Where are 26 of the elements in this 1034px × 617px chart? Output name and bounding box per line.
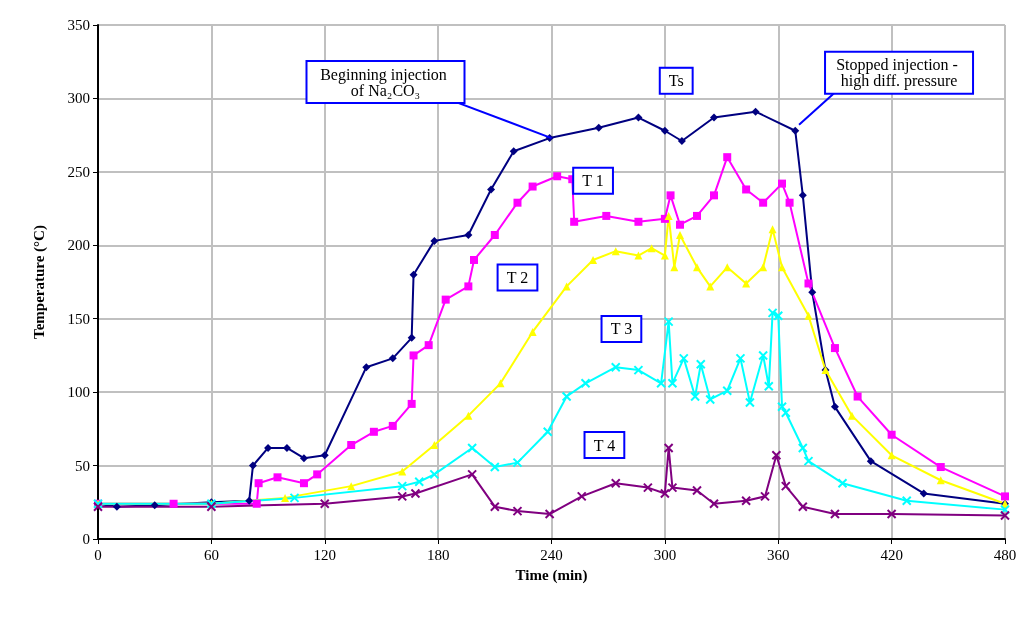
annotation: Beginning injection of Na₂CO₃ — [320, 65, 451, 99]
y-tick-label: 250 — [67, 163, 90, 180]
y-tick-label: 350 — [67, 17, 90, 33]
x-tick-label: 300 — [653, 546, 677, 563]
x-tick-label: 480 — [993, 546, 1017, 563]
x-tick-label: 240 — [540, 546, 563, 563]
x-tick-label: 360 — [767, 546, 790, 563]
series-label: T 3 — [610, 320, 633, 338]
y-tick-label: 300 — [67, 90, 90, 107]
text: Ts — [668, 72, 684, 90]
x-tick-label: 0 — [94, 546, 102, 563]
series-label: T 4 — [593, 436, 616, 454]
x-tick-label: 180 — [426, 546, 450, 563]
x-tick-label: 120 — [313, 546, 336, 563]
series-label: T 2 — [506, 269, 529, 287]
y-axis-title: Temperature (°C) — [30, 225, 48, 339]
series-label: T 1 — [582, 172, 604, 190]
annotation: Stopped injection - high diff. pressure — [836, 56, 962, 91]
x-tick-label: 60 — [203, 546, 219, 563]
y-tick-label: 0 — [82, 531, 90, 547]
y-tick-label: 50 — [75, 457, 90, 474]
x-tick-label: 420 — [880, 546, 903, 563]
y-tick-label: 100 — [67, 384, 90, 401]
x-axis-title: Time (min) — [515, 566, 588, 584]
y-tick-label: 150 — [67, 310, 90, 327]
y-tick-label: 200 — [67, 237, 90, 254]
